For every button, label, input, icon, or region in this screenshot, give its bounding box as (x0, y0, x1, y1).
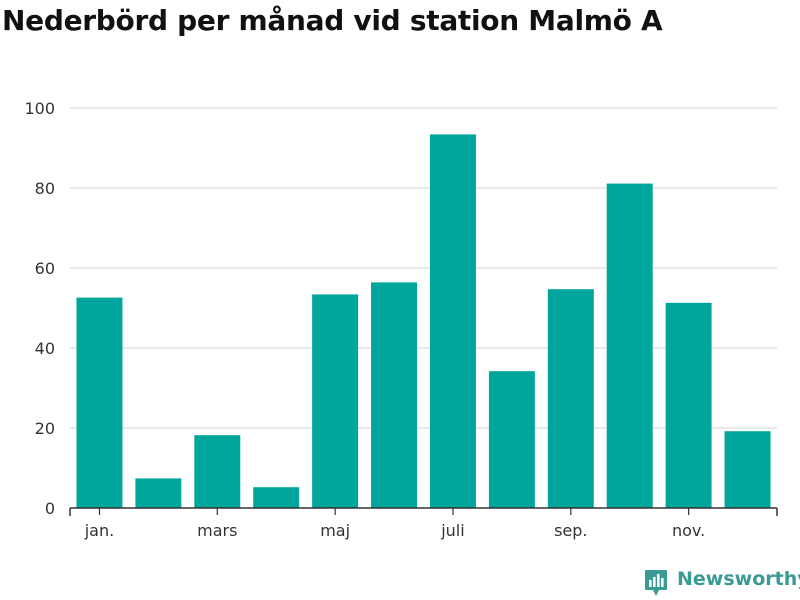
bar-jan (76, 297, 123, 508)
y-tick-label: 0 (45, 499, 55, 518)
brand-name: Newsworthy (677, 568, 800, 590)
bar-apr (253, 487, 300, 508)
y-tick-label: 60 (35, 259, 55, 278)
newsworthy-logo-icon (645, 570, 667, 596)
x-tick-label: jan. (84, 521, 114, 540)
x-tick-label: juli (440, 521, 464, 540)
x-tick-labels: jan. mars maj juli sep. nov. (84, 508, 705, 540)
bar-juli (429, 134, 476, 508)
bar-maj (312, 294, 359, 508)
bar-mars (194, 435, 241, 508)
x-axis (69, 507, 778, 516)
x-tick-label: mars (197, 521, 237, 540)
bar-sep (547, 289, 594, 508)
bar-dec (724, 431, 771, 508)
x-tick-label: nov. (672, 521, 705, 540)
y-tick-label: 20 (35, 419, 55, 438)
y-tick-label: 40 (35, 339, 55, 358)
bar-aug (488, 371, 535, 508)
bar-okt (606, 183, 653, 508)
y-tick-label: 100 (24, 99, 55, 118)
gridlines (70, 107, 777, 429)
x-tick-label: sep. (554, 521, 587, 540)
bar-nov (665, 302, 712, 508)
y-tick-label: 80 (35, 179, 55, 198)
y-tick-labels: 0 20 40 60 80 100 (24, 99, 55, 518)
bar-juni (371, 282, 418, 508)
bar-feb (135, 478, 182, 508)
x-tick-label: maj (320, 521, 350, 540)
chart-title: Nederbörd per månad vid station Malmö A (2, 4, 663, 37)
newsworthy-brand[interactable]: Newsworthy (644, 568, 800, 598)
bars (76, 134, 771, 508)
